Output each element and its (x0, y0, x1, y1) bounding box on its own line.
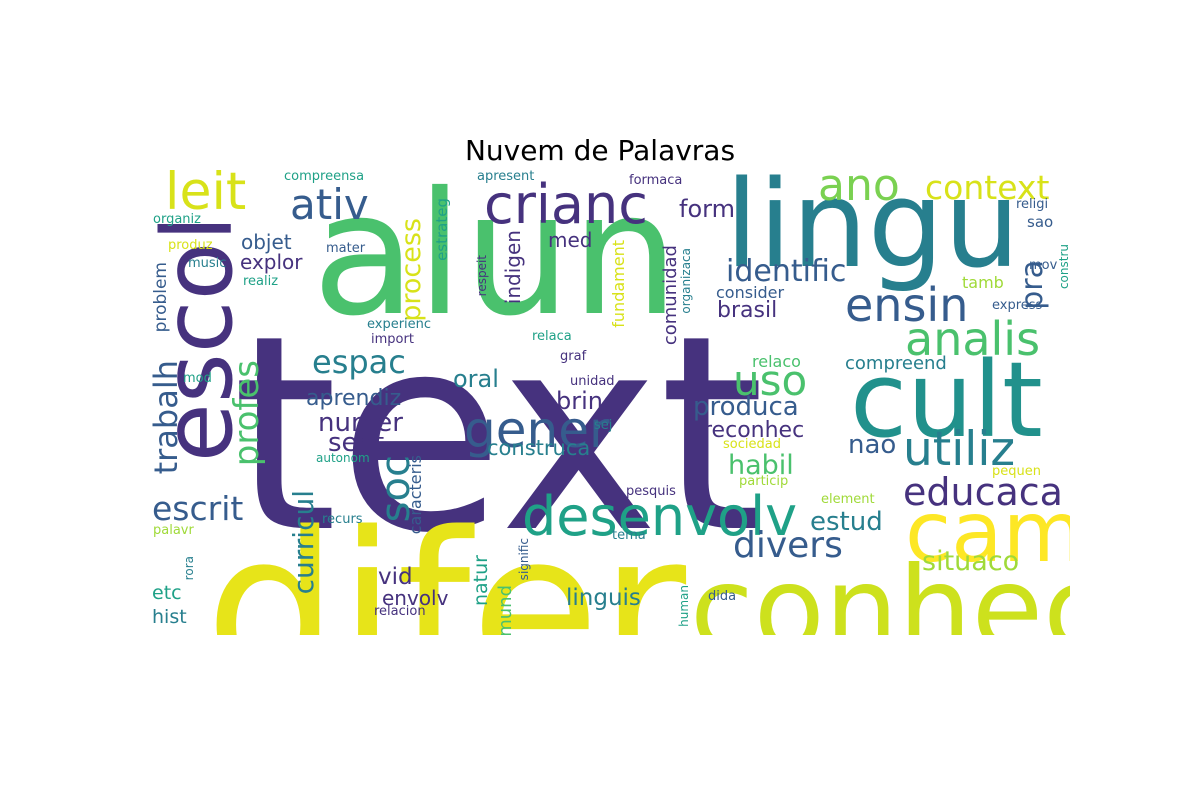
word-pesquis: pesquis (626, 484, 676, 499)
word-estrateg: estrateg (433, 198, 451, 261)
word-ensin: ensin (845, 278, 969, 332)
word-desenvolv: desenvolv (522, 485, 798, 548)
word-unidad: unidad (570, 374, 615, 389)
word-explor: explor (240, 250, 303, 274)
word-difer: difer (205, 487, 687, 636)
word-escrit: escrit (152, 489, 244, 528)
word-nao: nao (848, 430, 897, 460)
word-sao: sao (1027, 213, 1054, 231)
word-divers: divers (733, 525, 843, 566)
word-produca: produca (693, 392, 799, 422)
word-consider: consider (716, 283, 785, 302)
word-music: music (188, 256, 227, 271)
word-dida: dida (708, 589, 737, 604)
word-conhec: conhec (690, 542, 1070, 636)
word-produz: produz (168, 238, 213, 253)
word-relacion: relacion (374, 604, 426, 619)
word-sej: sej (594, 418, 613, 433)
word-vid: vid (378, 564, 413, 590)
word-graf: graf (560, 349, 587, 364)
word-lingu: lingu (725, 170, 1020, 295)
word-curricul: curricul (287, 490, 320, 595)
word-alun: alun (312, 170, 679, 354)
word-espac: espac (312, 343, 406, 381)
word-compreensa: compreensa (284, 170, 365, 184)
word-relaco: relaco (752, 352, 801, 371)
word-brinc: brinc (556, 387, 617, 415)
word-organizaca: organizaca (679, 248, 693, 314)
word-mov: mov (1029, 258, 1058, 273)
word-ano: ano (818, 170, 900, 211)
word-pequen: pequen (992, 464, 1041, 479)
word-camp: camp (905, 483, 1070, 581)
word-signific: signific (517, 538, 531, 581)
word-linguis: linguis (566, 585, 641, 611)
word-mund: mund (495, 585, 516, 635)
word-palavr: palavr (153, 523, 194, 538)
word-process: process (396, 218, 427, 322)
word-aprendiz: aprendiz (306, 386, 402, 411)
word-caracteris: caracteris (406, 455, 425, 535)
word-constru: constru (1057, 244, 1070, 290)
word-objet: objet (241, 230, 292, 254)
word-construca: construca (487, 436, 591, 460)
word-form: form (679, 195, 735, 223)
word-autonom: autonom (316, 451, 370, 465)
word-situaco: situaco (922, 546, 1020, 577)
word-formaca: formaca (629, 173, 683, 188)
word-trabalh: trabalh (150, 360, 185, 475)
word-reconhec: reconhec (703, 418, 805, 443)
word-brasil: brasil (717, 298, 778, 323)
word-gener: gener (464, 401, 610, 459)
word-respeit: respeit (475, 255, 489, 297)
word-uso: uso (733, 356, 808, 405)
word-etc: etc (152, 582, 182, 604)
word-educaca: educaca (903, 470, 1063, 514)
word-hist: hist (152, 606, 187, 628)
word-utiliz: utiliz (903, 422, 1016, 477)
word-tamb: tamb (962, 273, 1004, 292)
word-recurs: recurs (322, 512, 363, 527)
word-med: med (548, 228, 593, 252)
word-oral: oral (453, 365, 499, 393)
word-cloud: textdiferalunconheclinguescolcultcampdes… (150, 170, 1070, 635)
word-express: express (992, 298, 1043, 313)
word-identific: identific (726, 254, 847, 289)
word-experienc: experienc (367, 317, 432, 332)
word-numer: numer (318, 408, 403, 438)
word-sociedad: sociedad (723, 437, 781, 452)
word-comunidad: comunidad (660, 245, 681, 346)
word-relaca: relaca (532, 329, 572, 344)
word-estud: estud (810, 507, 883, 537)
word-problem: problem (151, 262, 171, 333)
word-element: element (821, 492, 875, 507)
word-cult: cult (850, 339, 1043, 461)
word-realiz: realiz (243, 274, 279, 289)
word-analis: analis (905, 312, 1041, 366)
word-human: human (677, 585, 691, 627)
word-rora: rora (182, 556, 196, 581)
word-import: import (371, 332, 414, 347)
word-profes: profes (227, 360, 267, 467)
word-context: context (925, 170, 1050, 207)
word-mater: mater (326, 241, 366, 256)
word-compreend: compreend (845, 353, 947, 374)
word-sent: sent (328, 428, 385, 458)
chart-title: Nuvem de Palavras (464, 134, 736, 167)
word-text: text (232, 277, 765, 592)
word-natur: natur (470, 555, 492, 606)
word-organiz: organiz (153, 212, 201, 227)
word-religi: religi (1016, 197, 1049, 212)
word-apresent: apresent (477, 170, 535, 184)
word-ativ: ativ (290, 180, 369, 229)
word-fundament: fundament (609, 240, 628, 328)
word-indigen: indigen (501, 230, 525, 305)
word-mod: mod (183, 371, 212, 386)
word-tema: tema (612, 528, 646, 543)
word-leit: leit (165, 170, 247, 222)
word-envolv: envolv (382, 586, 449, 610)
word-habil: habil (728, 450, 794, 481)
word-crianc: crianc (484, 173, 648, 236)
word-particip: particip (739, 474, 789, 489)
